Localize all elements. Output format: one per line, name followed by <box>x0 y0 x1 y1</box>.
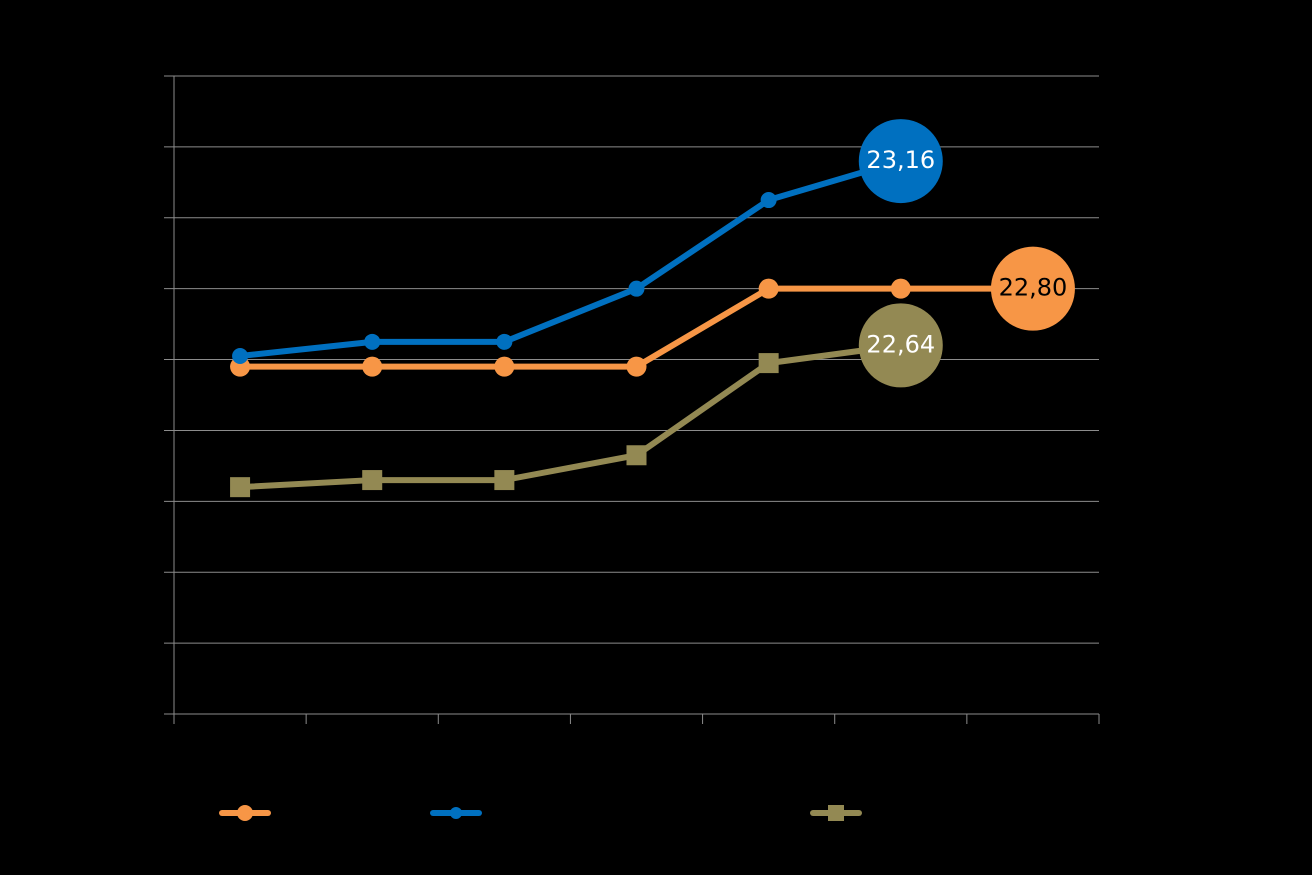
data-label: 23,16 <box>866 146 935 174</box>
label-bubble <box>990 246 1075 331</box>
marker <box>494 356 515 377</box>
marker <box>890 278 911 299</box>
y-tick-label: 22 <box>127 557 158 585</box>
marker <box>362 356 383 377</box>
y-tick-label: 23.2 <box>105 132 158 160</box>
y-tick-label: 22.8 <box>105 274 158 302</box>
marker <box>364 333 381 350</box>
marker <box>494 470 515 491</box>
legend-marker <box>450 807 462 819</box>
y-tick-label: 22.4 <box>105 415 158 443</box>
y-tick-label: 21.8 <box>105 628 158 656</box>
marker <box>496 333 513 350</box>
marker <box>362 470 383 491</box>
data-label: 22,80 <box>999 274 1068 302</box>
y-tick-label: 23.4 <box>105 61 158 89</box>
marker <box>758 278 779 299</box>
label-bubble <box>858 303 943 388</box>
marker <box>628 280 645 297</box>
legend-marker <box>237 805 253 821</box>
marker <box>232 348 249 365</box>
label-bubble <box>858 119 943 204</box>
marker <box>626 356 647 377</box>
marker <box>230 477 251 498</box>
y-tick-label: 22.6 <box>105 345 158 373</box>
data-label: 22,64 <box>866 330 935 358</box>
marker <box>760 192 777 209</box>
marker <box>626 445 647 466</box>
series-line <box>239 342 902 491</box>
y-tick-label: 23 <box>127 203 158 231</box>
series-line <box>239 158 902 359</box>
y-tick-label: 22.2 <box>105 486 158 514</box>
marker <box>758 353 779 374</box>
legend-marker <box>828 805 844 821</box>
y-tick-label: 21.6 <box>105 699 158 727</box>
